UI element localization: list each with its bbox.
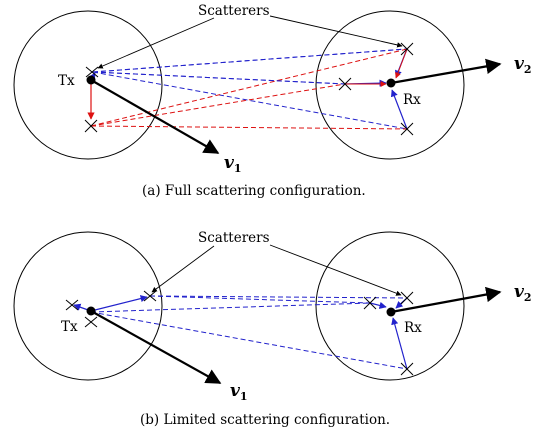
v2-velocity-arrow — [390, 58, 502, 85]
scatterers-label: Scatterers — [198, 230, 270, 246]
v1-label: v1 — [224, 153, 242, 175]
caption-a: (a) Full scattering configuration. — [142, 183, 366, 199]
v2-label: v2 — [514, 54, 532, 76]
tx-scatterer-mark — [65, 290, 157, 328]
rx-label: Rx — [403, 92, 421, 108]
panel-b: Tx Rx v1 v2 Scatterers (b) Limited scatt… — [13, 230, 532, 428]
rx-cluster-circle — [315, 10, 465, 160]
scatterers-label: Scatterers — [198, 3, 270, 19]
tx-scatterer-mark — [84, 66, 99, 133]
v1-label: v1 — [230, 381, 248, 403]
blue-dashed-paths — [90, 295, 408, 370]
rx-scatterer-mark — [363, 291, 414, 376]
v1-velocity-arrow — [90, 310, 222, 384]
rx-scatterer-mark — [338, 42, 414, 136]
caption-b: (b) Limited scattering configuration. — [140, 412, 390, 428]
rx-label: Rx — [404, 320, 422, 336]
red-dashed-paths — [90, 48, 408, 130]
v2-velocity-arrow — [390, 286, 502, 314]
rx-cluster-circle — [315, 231, 465, 381]
tx-cluster-circle — [13, 10, 163, 160]
tx-label: Tx — [58, 73, 75, 89]
tx-label: Tx — [61, 319, 78, 335]
panel-a: Tx Rx v1 v2 Scatterers (a) Full scatteri… — [13, 3, 532, 199]
blue-dashed-paths — [92, 48, 408, 130]
v1-velocity-arrow — [90, 79, 220, 154]
v2-label: v2 — [514, 282, 532, 304]
tx-cluster-circle — [13, 231, 163, 381]
